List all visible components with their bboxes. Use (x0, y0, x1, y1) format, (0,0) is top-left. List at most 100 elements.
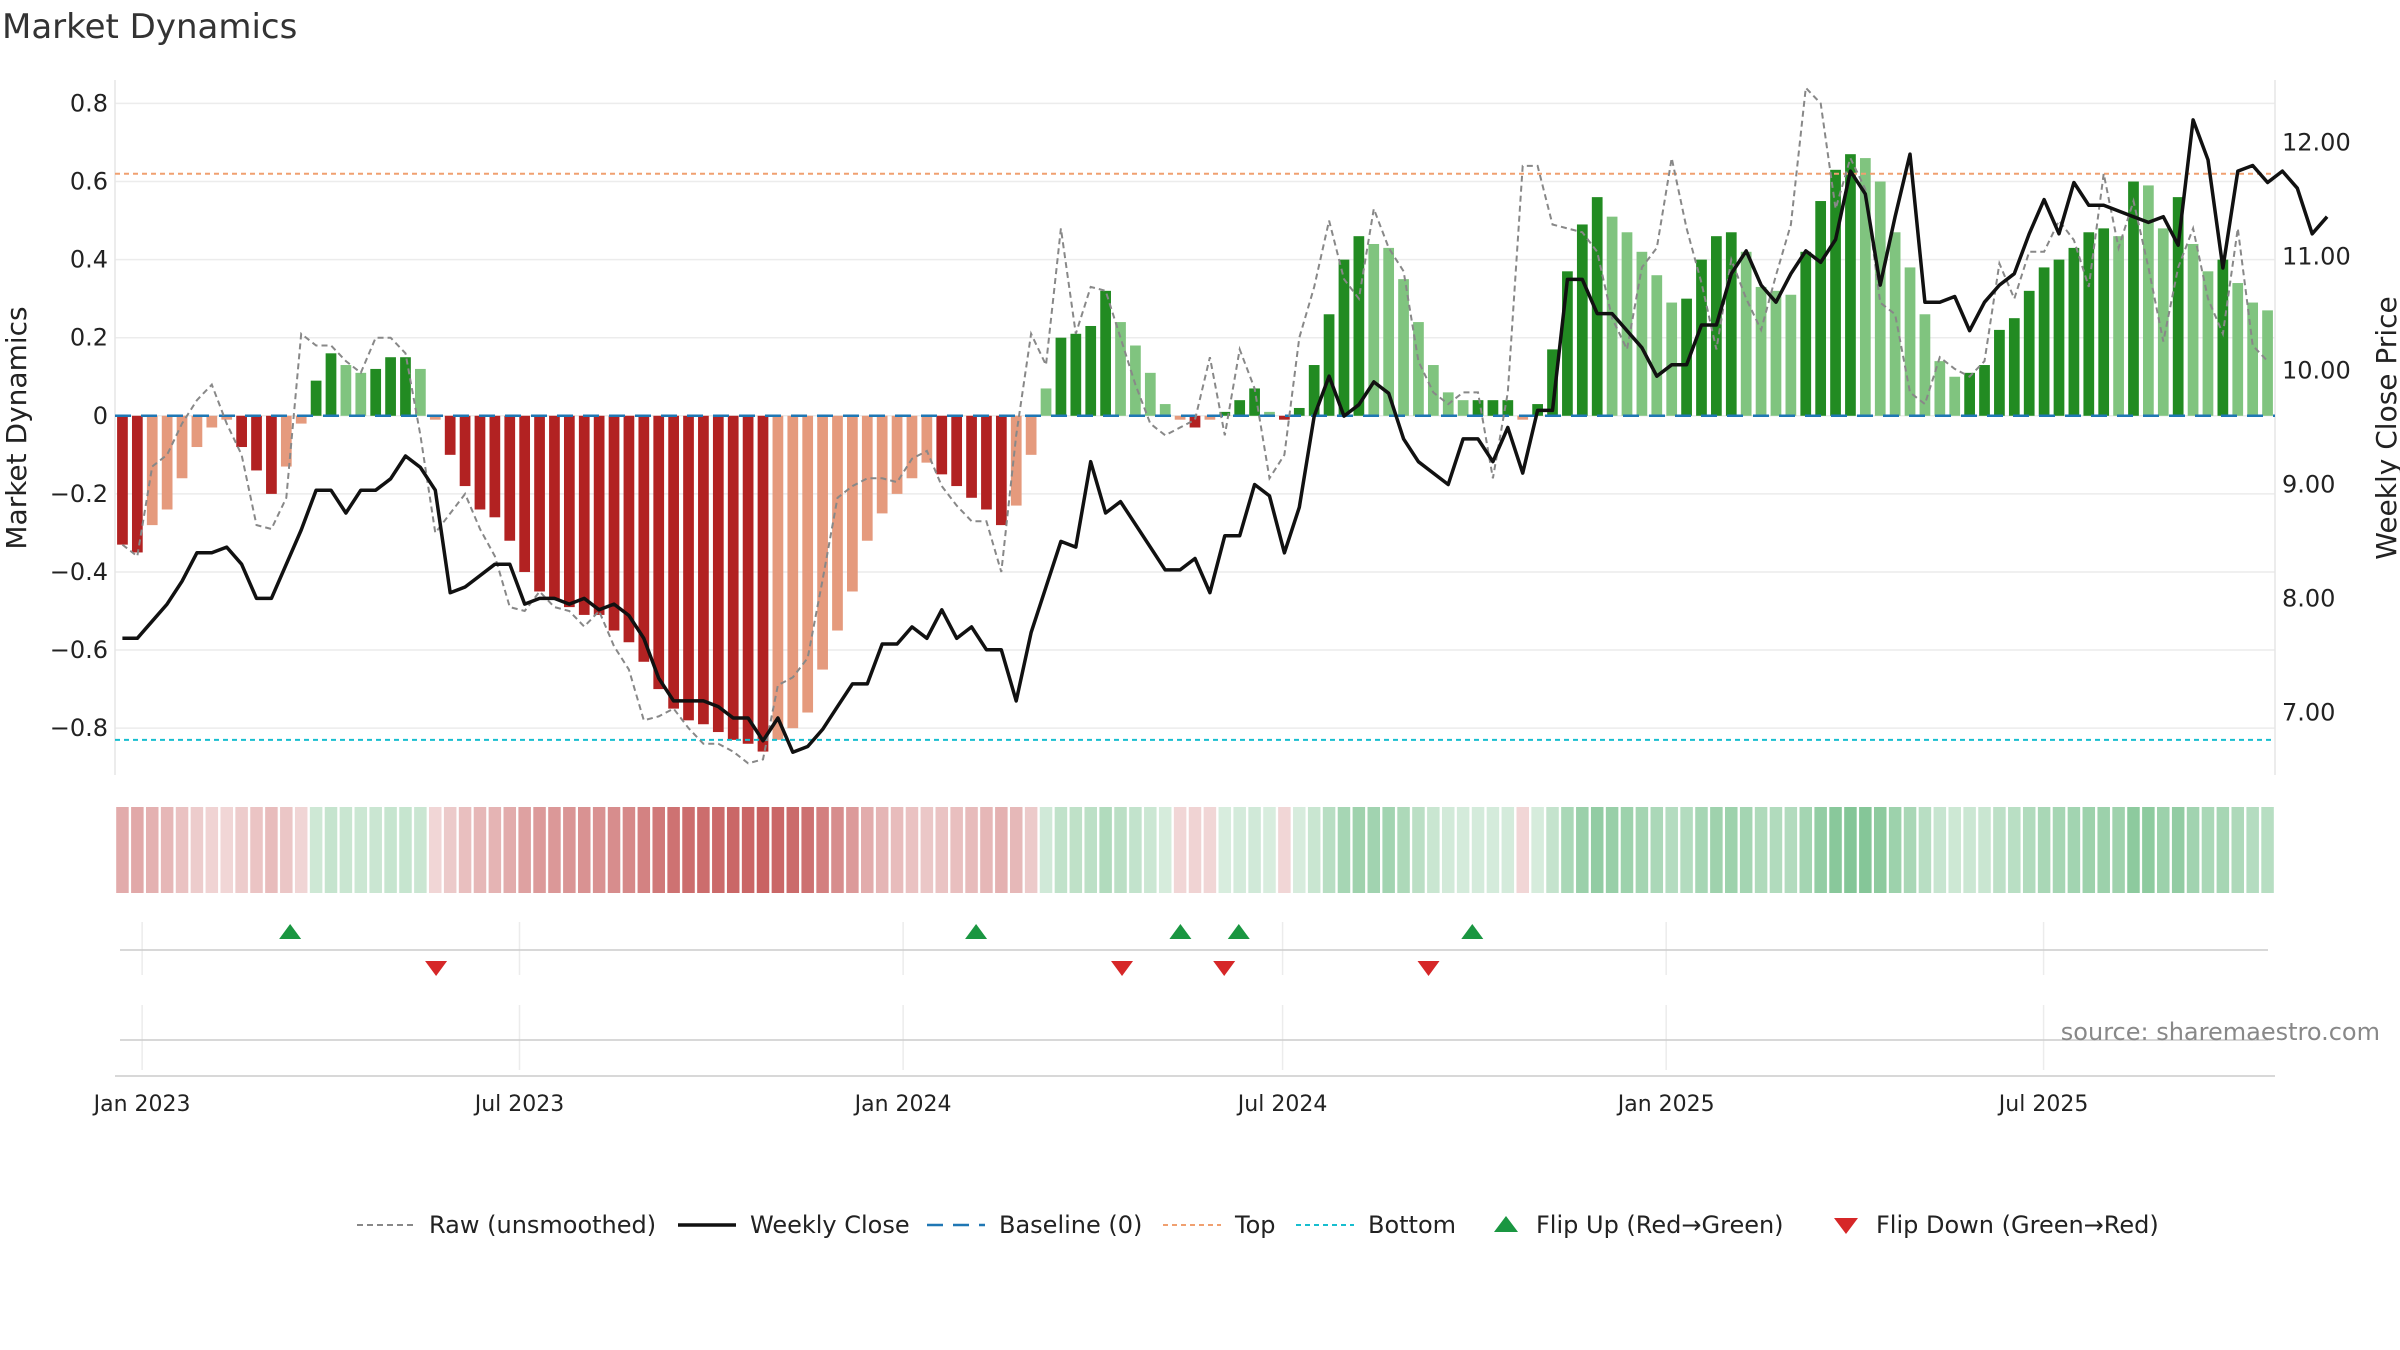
y-axis-title: Market Dynamics (0, 306, 33, 549)
dynamics-bar (1859, 158, 1871, 416)
dynamics-bar (236, 415, 247, 448)
dynamics-bar (698, 415, 709, 725)
heat-cell (861, 807, 874, 893)
heat-cell (980, 807, 993, 893)
flip-up-marker (279, 924, 302, 939)
legend-item: Weekly Close (678, 1211, 910, 1239)
dynamics-bar (310, 380, 322, 416)
dynamics-bar (1815, 201, 1827, 416)
dynamics-bar (1934, 361, 1946, 416)
heat-cell (920, 807, 934, 893)
legend: Raw (unsmoothed) Weekly Close Baseline (0)… (357, 1211, 2159, 1239)
dynamics-bar (2143, 185, 2154, 416)
heat-cell (2201, 807, 2215, 893)
y2-tick-label: 11.00 (2282, 243, 2351, 271)
heat-cell (488, 807, 502, 893)
dynamics-bar (266, 415, 277, 494)
heat-cell (2261, 807, 2274, 893)
heat-cell (965, 807, 978, 893)
dynamics-bar (1740, 251, 1752, 416)
dynamics-bar (787, 415, 799, 729)
flip-down-marker (1213, 961, 1236, 976)
heat-cell (1158, 807, 1172, 893)
dynamics-bar (2247, 302, 2259, 416)
dynamics-bar (1562, 271, 1573, 416)
heat-cell (324, 807, 338, 893)
dynamics-bar (295, 415, 307, 424)
heat-strip (116, 807, 2274, 893)
dynamics-bar (1249, 388, 1260, 416)
dynamics-bar (117, 415, 128, 545)
heat-cell (2231, 807, 2245, 893)
heat-cell (1993, 807, 2006, 893)
dynamics-bar (2098, 228, 2110, 416)
y2-tick-label: 7.00 (2282, 698, 2335, 726)
legend-item: Bottom (1296, 1211, 1456, 1239)
heat-cell (1561, 807, 1574, 893)
heat-cell (816, 807, 829, 893)
legend-label: Flip Down (Green→Red) (1876, 1211, 2159, 1239)
dynamics-bar (251, 415, 262, 471)
y-tick-label: −0.8 (50, 714, 108, 742)
heat-cell (2171, 807, 2185, 893)
dynamics-bar (1651, 275, 1663, 416)
y-tick-label: 0.4 (70, 246, 108, 274)
dynamics-bar (1800, 251, 1812, 416)
flip-up-marker (965, 924, 988, 939)
dynamics-bar (474, 415, 486, 510)
dynamics-bar (370, 368, 382, 416)
dynamics-bar (757, 415, 769, 752)
heat-cell (2157, 807, 2170, 893)
legend-label: Top (1234, 1211, 1276, 1239)
x-tick-label: Jan 2024 (853, 1092, 952, 1117)
heat-cell (995, 807, 1008, 893)
dynamics-bar (1085, 325, 1097, 416)
dynamics-bar (415, 368, 426, 416)
dynamics-bar (1055, 337, 1067, 416)
dynamics-bar (906, 415, 918, 479)
dynamics-bar (951, 415, 963, 487)
dynamics-bar (161, 415, 173, 510)
dynamics-bar (1025, 415, 1037, 455)
heat-cell (2082, 807, 2096, 893)
heat-cell (1590, 807, 1604, 893)
heat-cell (1799, 807, 1813, 893)
heat-cell (712, 807, 725, 893)
heat-cell (1129, 807, 1142, 893)
dynamics-bar (1785, 294, 1797, 416)
heat-cell (518, 807, 531, 893)
dynamics-bar (1770, 290, 1782, 416)
heat-cell (2112, 807, 2125, 893)
dynamics-bar (1264, 411, 1275, 416)
dynamics-bar (847, 415, 858, 592)
y2-tick-label: 9.00 (2282, 470, 2335, 498)
heat-cell (682, 807, 695, 893)
heat-cell (280, 807, 293, 893)
dynamics-bar (534, 415, 545, 592)
heat-cell (2037, 807, 2051, 893)
heat-cell (592, 807, 606, 893)
dynamics-bar (2008, 318, 2020, 416)
dynamics-bar (1100, 290, 1111, 416)
flip-up-marker (1227, 924, 1250, 939)
heat-cell (875, 807, 889, 893)
dynamics-bar (1517, 415, 1529, 420)
dynamics-bar (1591, 197, 1603, 416)
raw-series-line (121, 85, 2269, 765)
dynamics-bar (1949, 376, 1961, 416)
dynamics-bar (1338, 259, 1350, 416)
dynamics-bar (2232, 283, 2244, 416)
heat-cell (1397, 807, 1410, 893)
y2-tick-label: 10.00 (2282, 357, 2351, 385)
x-tick-label: Jul 2023 (473, 1092, 565, 1117)
dynamics-bar (1576, 224, 1588, 416)
heat-cell (1069, 807, 1083, 893)
flip-markers (279, 924, 1484, 976)
heat-cell (2097, 807, 2110, 893)
dynamics-bar (2187, 243, 2199, 416)
dynamics-bar (385, 357, 396, 416)
heat-cell (1501, 807, 1515, 893)
dynamics-bar (1293, 407, 1305, 416)
heat-cell (905, 807, 919, 893)
dynamics-bar (131, 415, 143, 553)
